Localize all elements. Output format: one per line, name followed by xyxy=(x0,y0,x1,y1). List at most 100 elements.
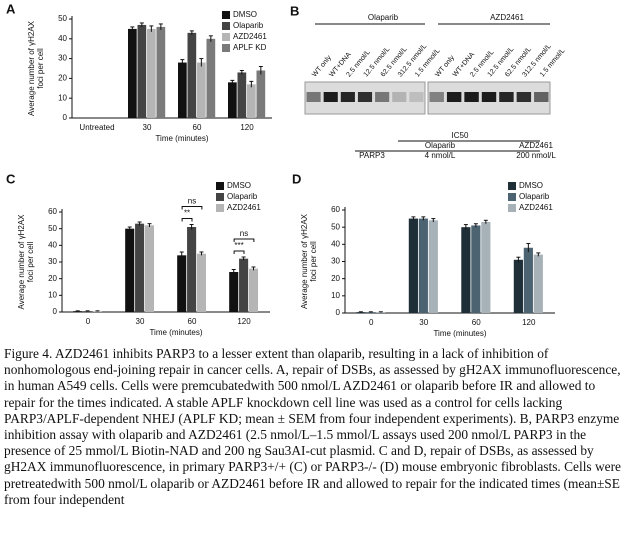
x-tick-label: 0 xyxy=(369,318,374,327)
bar xyxy=(125,228,135,312)
y-tick-label: 0 xyxy=(336,308,341,317)
y-tick-label: 40 xyxy=(58,34,67,43)
bar xyxy=(187,32,197,118)
bar xyxy=(144,225,155,312)
x-tick-label: 30 xyxy=(136,317,145,326)
x-tick-label: 0 xyxy=(86,317,91,326)
x-tick-label: 120 xyxy=(237,317,251,326)
gel-band xyxy=(357,92,373,102)
significance-bracket xyxy=(233,250,245,254)
bar xyxy=(376,312,386,313)
bar xyxy=(513,259,523,313)
bar xyxy=(247,84,256,118)
group-label: Olaparib xyxy=(368,13,399,22)
legend-label: Olaparib xyxy=(227,192,258,201)
legend-label: Olaparib xyxy=(233,21,264,30)
bar xyxy=(187,227,197,312)
y-tick-label: 50 xyxy=(48,224,57,233)
y-tick-label: 10 xyxy=(331,291,340,300)
legend-swatch xyxy=(216,182,224,190)
significance-bracket xyxy=(181,218,193,222)
x-tick-label: Untreated xyxy=(79,123,114,132)
x-tick-label: 120 xyxy=(240,123,254,132)
legend-label: AZD2461 xyxy=(519,203,553,212)
legend-swatch xyxy=(222,33,230,41)
gel-band xyxy=(481,92,497,102)
legend-swatch xyxy=(216,204,224,212)
bar xyxy=(237,72,247,118)
bar xyxy=(248,268,259,312)
bar xyxy=(137,24,147,118)
bar xyxy=(147,28,156,118)
table-cell: 4 nmol/L xyxy=(425,151,456,160)
y-axis-label: Average number of γH2AX xyxy=(300,213,309,309)
x-tick-label: 30 xyxy=(419,318,428,327)
legend-swatch xyxy=(508,204,516,212)
bar xyxy=(177,255,187,312)
legend-label: DMSO xyxy=(227,181,251,190)
table-header: AZD2461 xyxy=(519,141,553,150)
bar xyxy=(523,247,533,313)
gel-band xyxy=(409,92,424,102)
legend-label: AZD2461 xyxy=(227,203,261,212)
gel-band xyxy=(323,92,338,102)
table-header: IC50 xyxy=(452,131,469,140)
bar xyxy=(135,223,145,312)
y-tick-label: 30 xyxy=(48,257,57,266)
gel-band xyxy=(429,92,444,102)
bar xyxy=(156,26,166,119)
legend-swatch xyxy=(508,193,516,201)
bar xyxy=(178,62,187,118)
legend-label: Olaparib xyxy=(519,192,550,201)
bar xyxy=(228,82,237,118)
legend-swatch xyxy=(216,193,224,201)
y-tick-label: 10 xyxy=(48,290,57,299)
bar xyxy=(428,220,438,313)
x-axis-label: Time (minutes) xyxy=(433,329,486,338)
group-label: AZD2461 xyxy=(490,13,524,22)
y-tick-label: 50 xyxy=(331,222,340,231)
y-axis-label: foci per cell xyxy=(309,241,318,282)
y-tick-label: 0 xyxy=(53,307,58,316)
bar xyxy=(196,253,207,312)
gel-band xyxy=(306,92,321,102)
legend-swatch xyxy=(222,22,230,30)
y-tick-label: 50 xyxy=(58,14,67,23)
x-axis-label: Time (minutes) xyxy=(155,134,208,143)
bar xyxy=(197,62,206,118)
significance-label: ns xyxy=(240,229,248,238)
x-tick-label: 30 xyxy=(143,123,152,132)
table-cell: PARP3 xyxy=(359,151,385,160)
x-tick-label: 60 xyxy=(472,318,481,327)
bar xyxy=(408,218,418,313)
gel-band xyxy=(499,92,514,102)
gel-band xyxy=(340,92,355,102)
significance-label: *** xyxy=(234,241,243,250)
bar xyxy=(481,222,491,313)
bar xyxy=(229,272,239,312)
panel-label: A xyxy=(6,1,16,16)
legend-swatch xyxy=(222,44,230,52)
significance-bracket xyxy=(233,238,255,242)
table-cell: 200 nmol/L xyxy=(516,151,556,160)
x-tick-label: 60 xyxy=(193,123,202,132)
bar xyxy=(356,312,366,313)
y-tick-label: 40 xyxy=(331,239,340,248)
bar xyxy=(471,225,481,313)
x-axis-label: Time (minutes) xyxy=(149,328,202,337)
y-tick-label: 0 xyxy=(63,113,68,122)
bar xyxy=(366,312,376,313)
y-tick-label: 10 xyxy=(58,93,67,102)
legend-swatch xyxy=(222,11,230,19)
gel-band xyxy=(375,92,390,102)
x-tick-label: 120 xyxy=(522,318,536,327)
gel-band xyxy=(392,92,407,102)
y-tick-label: 60 xyxy=(331,205,340,214)
y-tick-label: 60 xyxy=(48,207,57,216)
bar xyxy=(461,227,471,313)
gel-band xyxy=(464,92,479,102)
legend-swatch xyxy=(508,182,516,190)
y-axis-label: Average number of γH2AX xyxy=(27,20,36,116)
y-axis-label: foci per cell xyxy=(26,242,35,283)
